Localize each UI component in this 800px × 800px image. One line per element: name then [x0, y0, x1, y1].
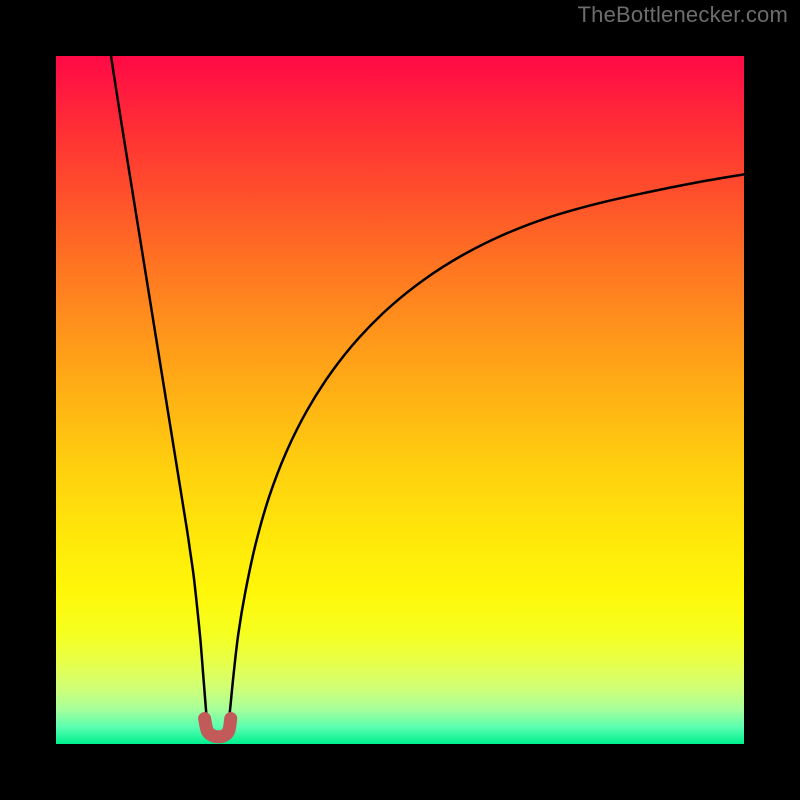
plot-area: [0, 0, 800, 800]
chart-svg: [0, 0, 800, 800]
gradient-fill: [56, 56, 744, 744]
watermark-text: TheBottlenecker.com: [578, 2, 788, 28]
chart-root: TheBottlenecker.com: [0, 0, 800, 800]
